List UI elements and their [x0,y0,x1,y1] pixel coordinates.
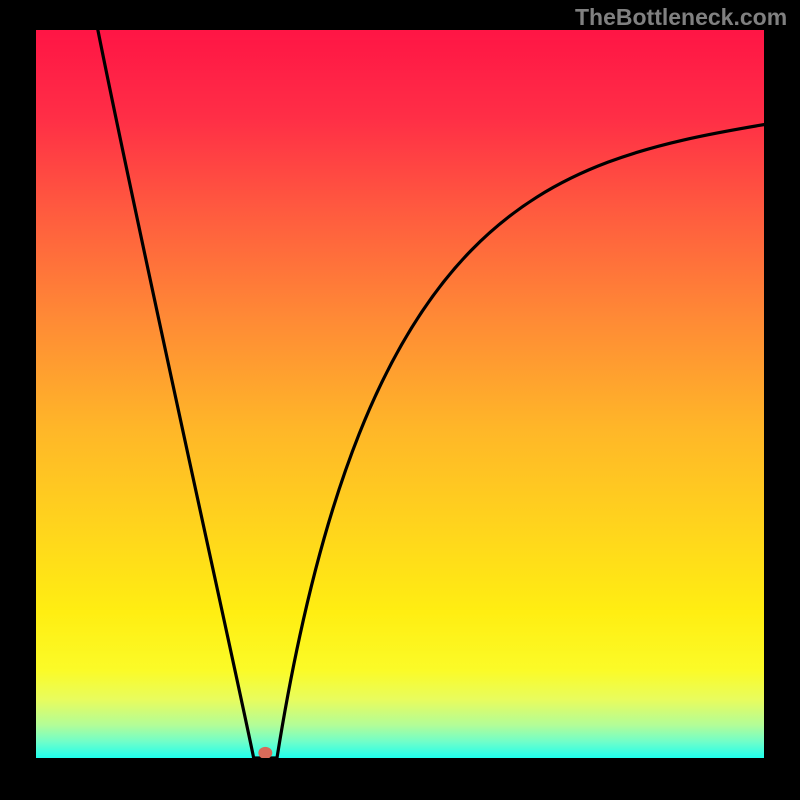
plot-area [36,30,764,758]
watermark-text: TheBottleneck.com [575,4,787,31]
bottleneck-chart-svg [36,30,764,758]
chart-container: TheBottleneck.com [0,0,800,800]
gradient-background [36,30,764,758]
